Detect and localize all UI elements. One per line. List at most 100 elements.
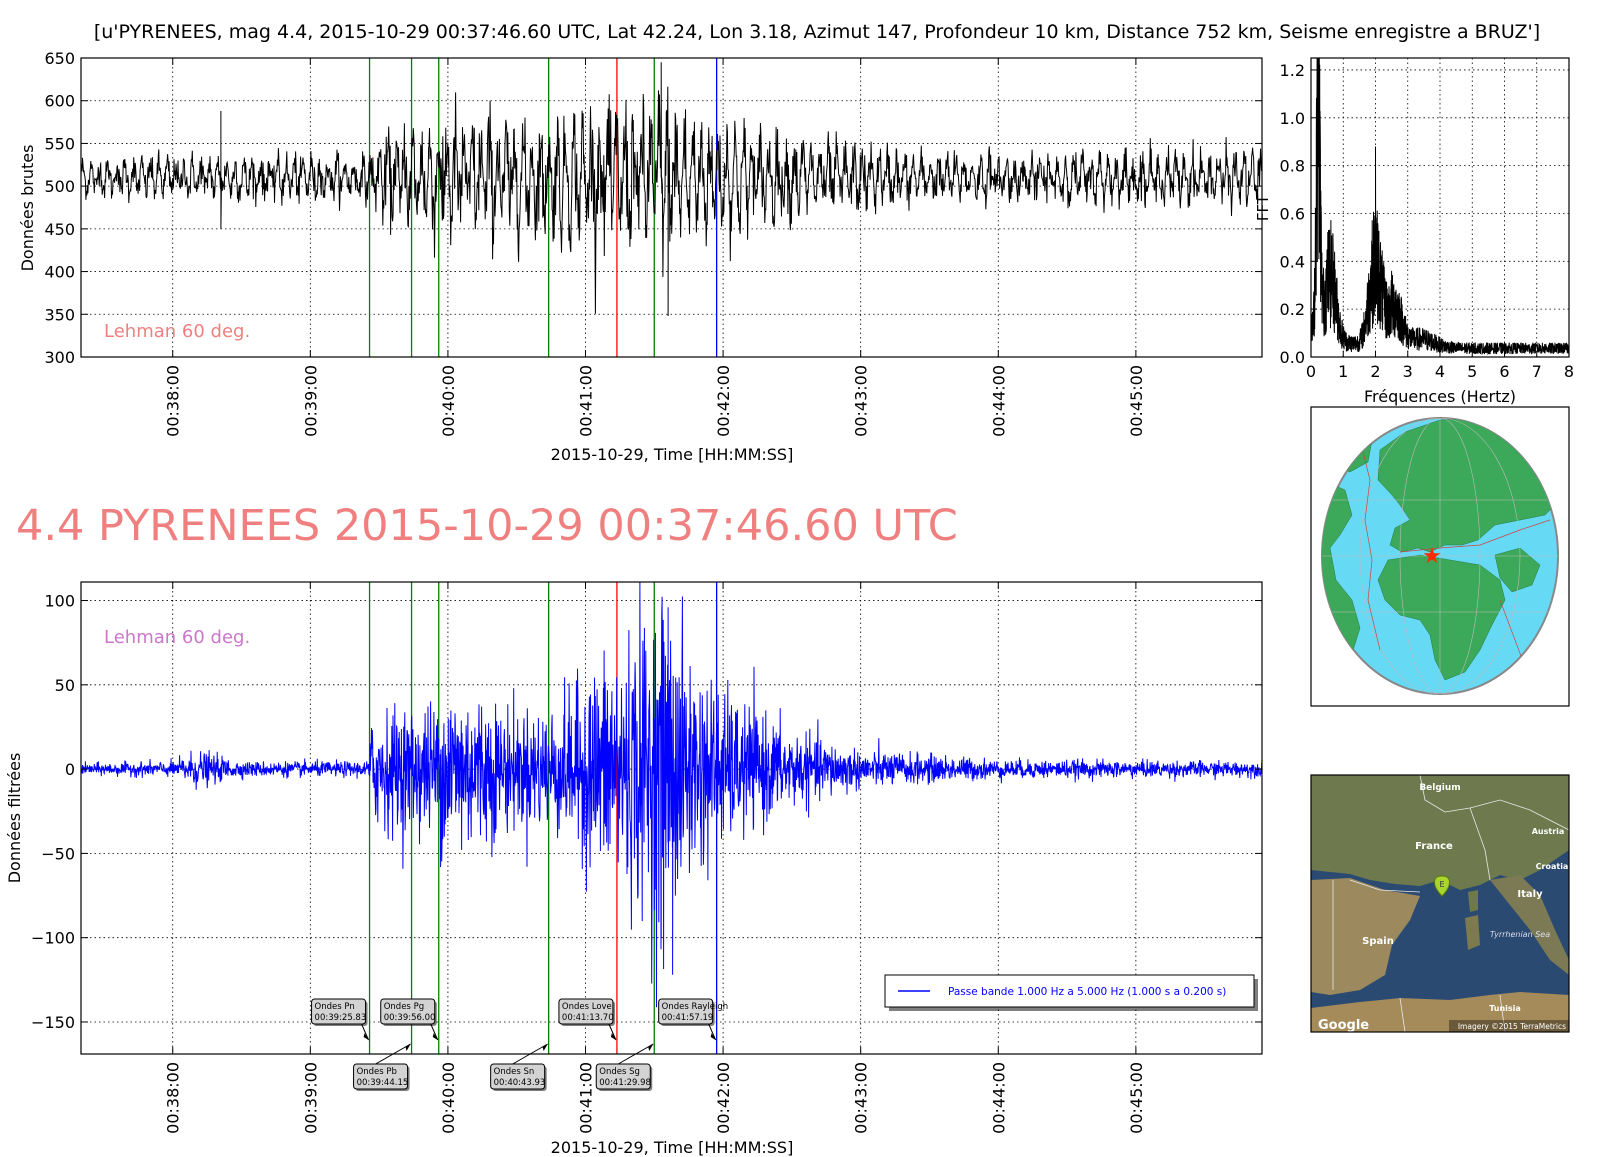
fft-x-tick-label: 0 <box>1306 362 1316 381</box>
phase-label-arrowhead <box>363 1033 369 1040</box>
map-google-logo: Google <box>1318 1018 1369 1033</box>
fft-y-tick-label: 0.2 <box>1280 300 1305 319</box>
x-tick-label: 00:45:00 <box>1127 1062 1146 1134</box>
phase-label-arrow <box>430 1023 439 1041</box>
x-tick-label: 00:41:00 <box>577 1062 596 1134</box>
phase-label-time: 00:41:13.70 <box>562 1013 614 1023</box>
map-label-austria: Austria <box>1532 827 1565 836</box>
map-label-italy: Italy <box>1517 889 1543 900</box>
raw-ylabel: Données brutes <box>18 145 37 272</box>
phase-label-arrowhead <box>542 1044 548 1051</box>
fft-y-tick-label: 0.4 <box>1280 252 1305 271</box>
phase-label-arrowhead <box>710 1033 716 1040</box>
x-tick-label: 00:39:00 <box>301 1062 320 1134</box>
map-land-spain <box>1311 878 1420 995</box>
fft-xlabel: Fréquences (Hertz) <box>1364 387 1516 406</box>
filtered-lehman-annotation: Lehman 60 deg. <box>104 627 250 648</box>
phase-label-arrow <box>608 1023 617 1041</box>
map-label-france: France <box>1415 841 1453 852</box>
phase-label-arrowhead <box>405 1044 411 1051</box>
y-tick-label: 350 <box>44 305 75 324</box>
fft-x-tick-label: 3 <box>1403 362 1413 381</box>
epicenter-star-icon: ★ <box>1422 544 1442 569</box>
y-tick-label: −100 <box>31 929 75 948</box>
phase-label-time: 00:39:25.83 <box>315 1013 367 1023</box>
globe-graticule <box>1322 418 1558 694</box>
phase-label-box <box>595 1063 651 1090</box>
map-marker-pin-icon: E <box>1434 875 1450 897</box>
x-tick-label: 00:39:00 <box>301 365 320 437</box>
x-tick-label: 00:40:00 <box>439 365 458 437</box>
filtered-data-panel: 100 50 0 −50 −100 −150 00:38:00 00:39:00 00:40:… <box>5 581 1263 1157</box>
map-label-spain: Spain <box>1362 936 1394 947</box>
map-marker-label: E <box>1439 880 1444 889</box>
phase-label-arrowhead <box>610 1033 616 1040</box>
x-tick-label: 00:44:00 <box>989 365 1008 437</box>
filtered-xlabel: 2015-10-29, Time [HH:MM:SS] <box>551 1138 794 1157</box>
y-tick-label: 400 <box>44 263 75 282</box>
x-tick-label: 00:43:00 <box>852 1062 871 1134</box>
x-tick-label: 00:45:00 <box>1127 365 1146 437</box>
fft-y-tick-label: 1.2 <box>1280 61 1305 80</box>
phase-label-time: 00:41:29.98 <box>599 1078 651 1088</box>
map-land-france <box>1311 775 1569 890</box>
fft-x-tick-label: 6 <box>1499 362 1509 381</box>
phase-label-arrowhead <box>432 1033 438 1040</box>
legend-label: Passe bande 1.000 Hz a 5.000 Hz (1.000 s… <box>948 986 1226 998</box>
fft-grid <box>1310 58 1570 358</box>
phase-label-name: Ondes Pb <box>357 1067 397 1077</box>
y-tick-label: 300 <box>44 348 75 367</box>
map-label-tyrrhenian: Tyrrhenian Sea <box>1490 930 1550 939</box>
y-tick-label: 500 <box>44 177 75 196</box>
phase-label-name: Ondes Pn <box>315 1002 355 1012</box>
phase-label-arrowhead <box>648 1044 654 1051</box>
phase-label-name: Ondes Sg <box>599 1067 640 1077</box>
filtered-trace <box>80 581 1263 1008</box>
fft-y-tick-label: 0.8 <box>1280 157 1305 176</box>
phase-label-arrow <box>708 1023 717 1041</box>
globe-map: ★ <box>1310 406 1570 707</box>
fft-trace <box>1310 57 1570 356</box>
phase-label-arrow <box>512 1043 548 1065</box>
fft-x-tick-label: 4 <box>1435 362 1445 381</box>
y-tick-label: 50 <box>55 676 75 695</box>
fft-ylabel: FFT <box>1254 194 1272 221</box>
fft-y-tick-label: 1.0 <box>1280 109 1305 128</box>
raw-x-ticks: 00:38:00 00:39:00 00:40:00 00:41:00 00:42:00… <box>164 58 1146 437</box>
phase-label-name: Ondes Pg <box>384 1002 424 1012</box>
fft-y-ticks: 0.0 0.2 0.4 0.6 0.8 1.0 1.2 <box>1280 61 1317 367</box>
y-tick-label: 100 <box>44 592 75 611</box>
phase-label-arrow <box>361 1023 370 1041</box>
filtered-ylabel: Données filtrées <box>5 753 24 884</box>
x-tick-label: 00:38:00 <box>164 365 183 437</box>
raw-y-ticks: 300 350 400 450 500 550 600 650 <box>44 49 1262 367</box>
map-land-sardinia <box>1465 915 1480 950</box>
globe-land-africa <box>1377 554 1506 681</box>
phase-label-name: Ondes Love <box>562 1002 612 1012</box>
map-imagery-credit: Imagery ©2015 TerraMetrics <box>1458 1022 1566 1031</box>
x-tick-label: 00:42:00 <box>714 1062 733 1134</box>
x-tick-label: 00:40:00 <box>439 1062 458 1134</box>
filtered-y-ticks: 100 50 0 −50 −100 −150 <box>31 592 1262 1032</box>
phase-label-time: 00:40:43.93 <box>494 1078 546 1088</box>
fft-x-ticks: 0 1 2 3 4 5 6 7 8 <box>1306 351 1574 381</box>
phase-label-box <box>311 998 367 1025</box>
phase-label-time: 00:39:56.00 <box>384 1013 436 1023</box>
y-tick-label: 650 <box>44 49 75 68</box>
phase-label-time: 00:41:57.19 <box>662 1013 714 1023</box>
phase-label-time: 00:39:44.15 <box>357 1078 409 1088</box>
map-land-italy <box>1490 875 1569 975</box>
y-tick-label: 550 <box>44 134 75 153</box>
big-title: 4.4 PYRENEES 2015-10-29 00:37:46.60 UTC <box>16 501 958 551</box>
x-tick-label: 00:38:00 <box>164 1062 183 1134</box>
y-tick-label: 450 <box>44 220 75 239</box>
raw-trace <box>80 62 1263 317</box>
map-label-belgium: Belgium <box>1419 783 1460 793</box>
